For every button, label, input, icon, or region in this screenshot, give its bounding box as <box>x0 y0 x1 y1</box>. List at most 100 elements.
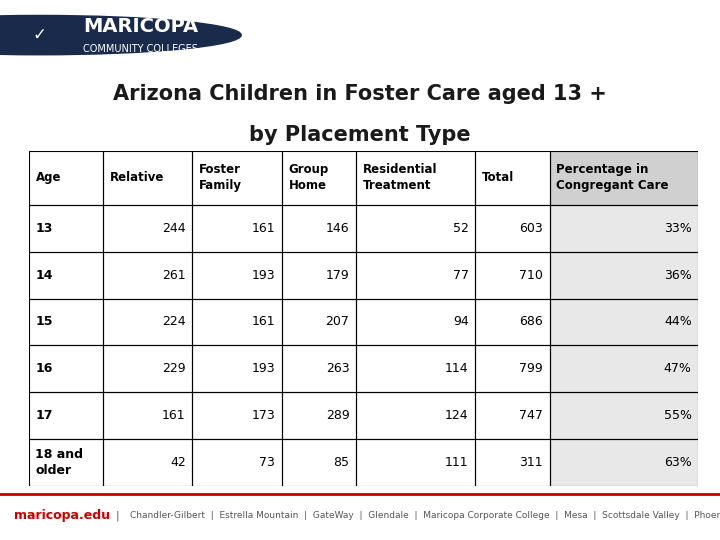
Bar <box>103 299 192 346</box>
Text: Chandler-Gilbert  |  Estrella Mountain  |  GateWay  |  Glendale  |  Maricopa Cor: Chandler-Gilbert | Estrella Mountain | G… <box>130 511 720 520</box>
Text: 747: 747 <box>519 409 543 422</box>
Bar <box>192 151 282 205</box>
Bar <box>549 252 698 299</box>
Bar <box>356 439 475 486</box>
Bar <box>192 205 282 252</box>
Bar <box>549 299 698 346</box>
Text: |: | <box>115 510 119 521</box>
Text: 13: 13 <box>35 222 53 235</box>
Text: 36%: 36% <box>664 268 692 281</box>
Text: 18 and
older: 18 and older <box>35 448 84 477</box>
Bar <box>103 392 192 439</box>
Text: 686: 686 <box>519 315 543 328</box>
Text: Percentage in
Congregant Care: Percentage in Congregant Care <box>557 164 669 192</box>
Bar <box>549 346 698 392</box>
Bar <box>29 439 103 486</box>
Text: 161: 161 <box>251 315 275 328</box>
Bar <box>356 392 475 439</box>
Bar <box>475 252 549 299</box>
Text: 63%: 63% <box>664 456 692 469</box>
Bar <box>282 205 356 252</box>
Text: by Placement Type: by Placement Type <box>249 125 471 145</box>
Bar <box>282 346 356 392</box>
Text: 263: 263 <box>326 362 349 375</box>
Text: 14: 14 <box>35 268 53 281</box>
Text: 193: 193 <box>251 362 275 375</box>
Text: MARICOPA: MARICOPA <box>83 17 198 36</box>
Text: 261: 261 <box>162 268 186 281</box>
Text: Total: Total <box>482 172 514 185</box>
Text: 224: 224 <box>162 315 186 328</box>
Bar <box>475 205 549 252</box>
Text: 244: 244 <box>162 222 186 235</box>
Text: 42: 42 <box>170 456 186 469</box>
Bar <box>549 392 698 439</box>
Text: 207: 207 <box>325 315 349 328</box>
Text: 44%: 44% <box>664 315 692 328</box>
Text: COMMUNITY COLLEGES: COMMUNITY COLLEGES <box>83 44 198 54</box>
Bar <box>192 392 282 439</box>
Bar <box>282 151 356 205</box>
Text: Relative: Relative <box>110 172 164 185</box>
Text: Foster
Family: Foster Family <box>199 164 242 192</box>
Text: 94: 94 <box>453 315 469 328</box>
Text: ✓: ✓ <box>32 26 47 44</box>
Bar <box>282 439 356 486</box>
Text: 16: 16 <box>35 362 53 375</box>
Text: 85: 85 <box>333 456 349 469</box>
Bar <box>549 205 698 252</box>
Bar <box>29 205 103 252</box>
Bar <box>549 439 698 486</box>
Text: 799: 799 <box>519 362 543 375</box>
Bar <box>29 299 103 346</box>
Bar <box>282 392 356 439</box>
Bar <box>356 151 475 205</box>
Bar <box>103 346 192 392</box>
Bar <box>549 299 698 346</box>
Bar <box>549 392 698 439</box>
Bar <box>549 439 698 486</box>
Bar <box>192 439 282 486</box>
Bar <box>29 252 103 299</box>
Text: 229: 229 <box>162 362 186 375</box>
Circle shape <box>0 10 292 60</box>
Text: 193: 193 <box>251 268 275 281</box>
Text: 124: 124 <box>445 409 469 422</box>
Text: 603: 603 <box>519 222 543 235</box>
Text: 311: 311 <box>519 456 543 469</box>
Bar <box>192 299 282 346</box>
Bar <box>475 392 549 439</box>
Text: 114: 114 <box>445 362 469 375</box>
Bar <box>103 151 192 205</box>
Text: 161: 161 <box>162 409 186 422</box>
Text: 55%: 55% <box>664 409 692 422</box>
Bar <box>103 205 192 252</box>
Bar <box>475 151 549 205</box>
Bar <box>549 151 698 205</box>
Text: 161: 161 <box>251 222 275 235</box>
Bar <box>356 252 475 299</box>
Bar <box>103 252 192 299</box>
Bar <box>549 151 698 205</box>
Bar <box>475 299 549 346</box>
Text: Arizona Children in Foster Care aged 13 +: Arizona Children in Foster Care aged 13 … <box>113 84 607 105</box>
Text: 111: 111 <box>445 456 469 469</box>
Bar <box>356 346 475 392</box>
Bar <box>103 439 192 486</box>
Circle shape <box>0 16 241 55</box>
Text: 173: 173 <box>251 409 275 422</box>
Bar <box>549 346 698 392</box>
Text: 77: 77 <box>452 268 469 281</box>
Bar <box>356 299 475 346</box>
Bar <box>549 252 698 299</box>
Bar <box>356 205 475 252</box>
Bar <box>29 151 103 205</box>
Text: Group
Home: Group Home <box>289 164 329 192</box>
Bar <box>192 346 282 392</box>
Bar <box>282 299 356 346</box>
Text: 15: 15 <box>35 315 53 328</box>
Text: maricopa.edu: maricopa.edu <box>14 509 110 522</box>
Text: Residential
Treatment: Residential Treatment <box>363 164 437 192</box>
Text: Age: Age <box>35 172 61 185</box>
Text: 33%: 33% <box>664 222 692 235</box>
